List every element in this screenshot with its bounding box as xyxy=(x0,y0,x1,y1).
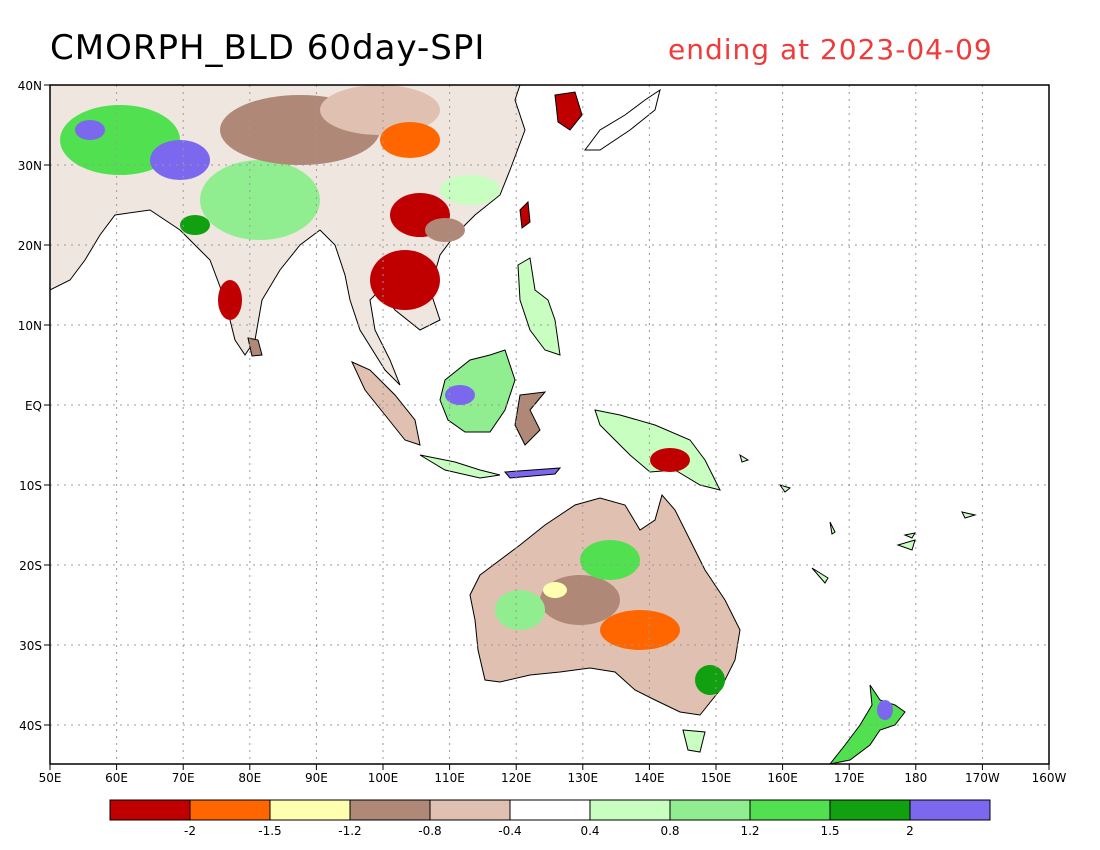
legend-swatch xyxy=(189,799,271,821)
legend-label: -0.4 xyxy=(498,824,521,838)
legend-label: 0.8 xyxy=(660,824,679,838)
map-subtitle: ending at 2023-04-09 xyxy=(668,33,993,66)
lon-label: 100E xyxy=(368,771,399,785)
legend-label: -2 xyxy=(184,824,196,838)
java-land xyxy=(419,454,501,479)
legend-labels: -2 -1.5 -1.2 -0.8 -0.4 0.4 0.8 1.2 1.5 2 xyxy=(184,824,914,838)
lat-label: 40N xyxy=(18,79,42,93)
legend-bar xyxy=(109,799,991,821)
map-title: CMORPH_BLD 60day-SPI xyxy=(50,28,486,68)
legend-label: -1.5 xyxy=(258,824,281,838)
lon-label: 180 xyxy=(904,771,927,785)
lat-label: 30S xyxy=(19,639,42,653)
legend-swatch xyxy=(269,799,351,821)
sulawesi-land xyxy=(514,391,547,446)
lon-label: 160E xyxy=(767,771,798,785)
legend-label: 2 xyxy=(906,824,914,838)
legend-swatch xyxy=(589,799,671,821)
spi-patches xyxy=(60,85,893,720)
lon-label: 170W xyxy=(965,771,1000,785)
lon-label: 120E xyxy=(501,771,532,785)
lat-label: 20S xyxy=(19,559,42,573)
legend-swatch xyxy=(749,799,831,821)
legend-label: 1.5 xyxy=(820,824,839,838)
legend-swatch xyxy=(349,799,431,821)
lon-label: 110E xyxy=(434,771,465,785)
legend-swatch xyxy=(109,799,191,821)
legend-swatch xyxy=(509,799,591,821)
legend-swatch xyxy=(829,799,911,821)
legend-swatch xyxy=(909,799,991,821)
sri-lanka-land xyxy=(247,337,263,357)
legend-label: -0.8 xyxy=(418,824,441,838)
pacific-islands xyxy=(739,453,977,584)
japan-land xyxy=(584,88,661,151)
new-guinea-land xyxy=(594,409,721,491)
taiwan-land xyxy=(519,200,531,229)
borneo-land xyxy=(439,349,516,433)
lon-label: 160W xyxy=(1032,771,1067,785)
lon-labels: 50E 60E 70E 80E 90E 100E 110E 120E 130E … xyxy=(39,771,1067,785)
lon-label: 170E xyxy=(834,771,865,785)
lon-label: 140E xyxy=(634,771,665,785)
tasmania-land xyxy=(682,729,706,753)
lat-label: 10N xyxy=(18,319,42,333)
lon-label: 50E xyxy=(39,771,62,785)
lon-label: 150E xyxy=(701,771,732,785)
lesser-sunda-land xyxy=(503,467,562,479)
lat-label: 20N xyxy=(18,239,42,253)
philippines-land xyxy=(517,257,561,356)
lat-labels: 40N 30N 20N 10N EQ 10S 20S 30S 40S xyxy=(18,79,42,733)
legend-label: 0.4 xyxy=(580,824,599,838)
lat-label: EQ xyxy=(25,399,42,413)
lon-label: 80E xyxy=(238,771,261,785)
gridlines xyxy=(50,85,1049,764)
legend-swatch xyxy=(669,799,751,821)
sumatra-land xyxy=(350,361,421,446)
lon-label: 90E xyxy=(305,771,328,785)
lat-label: 10S xyxy=(19,479,42,493)
tick-marks xyxy=(44,84,1050,770)
lon-label: 130E xyxy=(568,771,599,785)
legend-label: -1.2 xyxy=(338,824,361,838)
legend-swatch xyxy=(429,799,511,821)
lon-label: 60E xyxy=(105,771,128,785)
lon-label: 70E xyxy=(172,771,195,785)
lat-label: 30N xyxy=(18,159,42,173)
lat-label: 40S xyxy=(19,719,42,733)
map-border xyxy=(49,84,1050,765)
legend-label: 1.2 xyxy=(740,824,759,838)
korea-land xyxy=(554,91,583,131)
